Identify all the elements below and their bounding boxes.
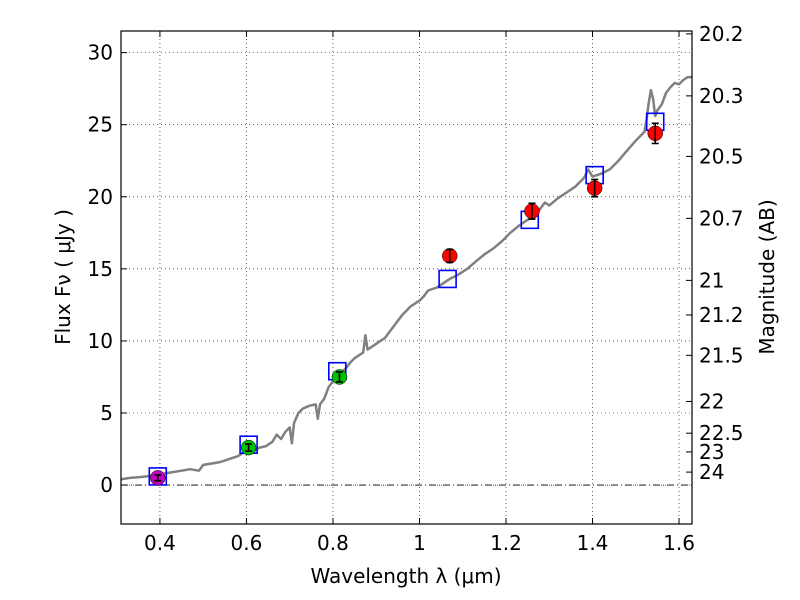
right-tick-label: 22 bbox=[699, 389, 724, 413]
ticks: 0.4 0.6 0.8 1 1.2 1.4 1.6 0 5 10 15 20 25 30 20.2 20.3 2… bbox=[88, 22, 744, 555]
right-tick-label: 20.2 bbox=[699, 22, 744, 46]
right-tick-label: 20.3 bbox=[699, 84, 744, 108]
y-tick-label: 30 bbox=[88, 41, 113, 65]
right-tick-label: 21.2 bbox=[699, 303, 744, 327]
right-tick-label: 20.7 bbox=[699, 206, 744, 230]
x-tick-label: 0.6 bbox=[231, 531, 263, 555]
right-axis-label: Magnitude (AB) bbox=[755, 199, 779, 354]
x-tick-label: 0.4 bbox=[144, 531, 176, 555]
right-tick-label: 21.5 bbox=[699, 343, 744, 367]
axes-frame bbox=[120, 30, 693, 525]
model-photometry-square bbox=[438, 269, 457, 289]
right-tick-label: 20.5 bbox=[699, 144, 744, 168]
x-axis-label: Wavelength λ (μm) bbox=[310, 564, 501, 588]
right-tick-label: 23 bbox=[699, 440, 724, 464]
right-tick-label: 24 bbox=[699, 460, 724, 484]
x-tick-label: 0.8 bbox=[317, 531, 349, 555]
y-tick-label: 10 bbox=[88, 329, 113, 353]
right-tick-label: 21 bbox=[699, 268, 724, 292]
x-tick-label: 1.2 bbox=[490, 531, 522, 555]
right-tick-label: 22.5 bbox=[699, 421, 744, 445]
y-tick-label: 15 bbox=[88, 257, 113, 281]
plot-area bbox=[120, 75, 692, 486]
y-tick-label: 0 bbox=[100, 473, 113, 497]
y-tick-label: 25 bbox=[88, 113, 113, 137]
x-tick-label: 1.6 bbox=[663, 531, 695, 555]
y-tick-label: 20 bbox=[88, 185, 113, 209]
y-tick-label: 5 bbox=[100, 401, 113, 425]
y-axis-label: Flux Fν ( μJy ) bbox=[51, 209, 75, 345]
x-tick-label: 1 bbox=[413, 531, 426, 555]
x-tick-label: 1.4 bbox=[577, 531, 609, 555]
